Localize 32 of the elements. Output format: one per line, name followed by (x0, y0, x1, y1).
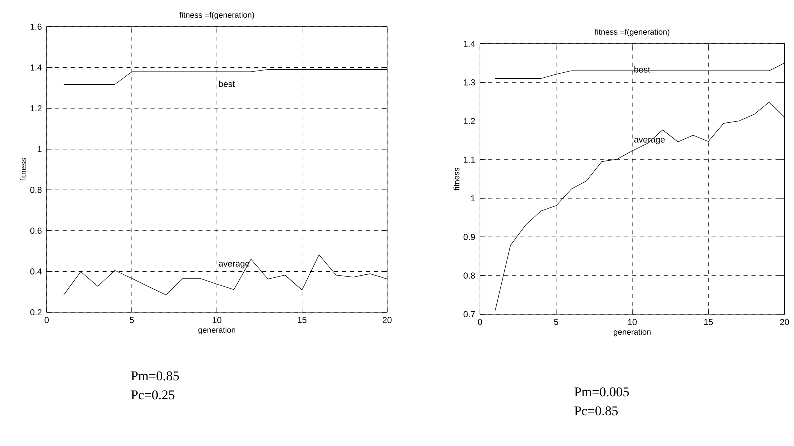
x-tick-label: 15 (704, 319, 714, 326)
y-tick-label: 0.8 (464, 272, 476, 279)
y-tick-label: 0.7 (464, 311, 476, 318)
text: Pc=0.25 (131, 390, 175, 400)
y-tick-label: 0.6 (30, 228, 42, 234)
x-tick-label: 10 (213, 317, 222, 324)
y-tick-label: 1.6 (30, 24, 42, 30)
x-tick-label: 0 (44, 317, 49, 324)
text: Pm=0.85 (131, 372, 180, 381)
x-tick-label: 10 (628, 319, 637, 326)
x-tick-label: 15 (298, 317, 307, 324)
y-tick-label: 0.2 (30, 309, 42, 316)
y-tick-label: 1.1 (464, 156, 476, 163)
annotation: best (219, 80, 236, 88)
y-tick-label: 1.4 (30, 64, 42, 71)
text: Pm=0.005 (574, 388, 630, 397)
y-tick-label: 0.9 (464, 234, 476, 240)
y-tick-label: 1 (38, 146, 42, 152)
x-tick-label: 5 (554, 319, 558, 326)
y-tick-label: 1.2 (464, 118, 476, 124)
y-tick-label: 1 (471, 195, 476, 202)
annotation: best (634, 66, 650, 73)
x-tick-label: 5 (130, 317, 134, 324)
x-tick-label: 20 (383, 317, 392, 324)
x-tick-label: 20 (780, 319, 790, 326)
y-tick-label: 1.2 (30, 105, 42, 112)
y-tick-label: 1.3 (464, 79, 476, 86)
y-tick-label: 0.8 (30, 186, 42, 194)
x-tick-label: 0 (478, 319, 482, 326)
text: Pc=0.85 (574, 406, 618, 416)
y-tick-label: 1.4 (464, 40, 476, 47)
y-tick-label: 0.4 (30, 268, 42, 275)
